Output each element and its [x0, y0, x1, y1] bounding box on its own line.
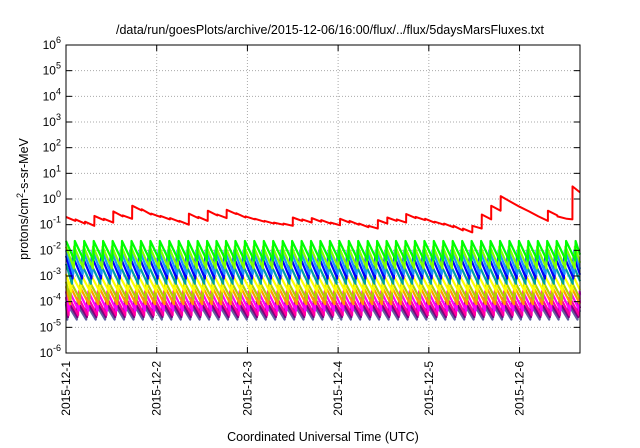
x-tick-label: 2015-12-1: [59, 361, 73, 416]
x-tick-label: 2015-12-5: [422, 361, 436, 416]
x-tick-label: 2015-12-3: [240, 361, 254, 416]
x-axis: 2015-12-1 2015-12-2 2015-12-3 2015-12-4 2015…: [59, 45, 527, 416]
y-tick-label: 105: [43, 61, 61, 78]
y-tick-label: 10-1: [40, 215, 61, 232]
series-line: [64, 239, 582, 262]
x-axis-label: Coordinated Universal Time (UTC): [227, 430, 419, 444]
series-line: [65, 185, 581, 234]
y-tick-label: 104: [43, 86, 61, 103]
y-tick-label: 103: [43, 112, 61, 129]
x-tick-label: 2015-12-4: [331, 361, 345, 416]
y-tick-label: 10-5: [40, 317, 61, 334]
y-axis-label: protons/cm2-s-sr-MeV: [15, 137, 31, 259]
y-tick-label: 10-6: [40, 343, 61, 360]
y-tick-label: 100: [43, 189, 61, 206]
y-tick-label: 106: [43, 35, 61, 52]
chart-title: /data/run/goesPlots/archive/2015-12-06/1…: [116, 23, 545, 37]
y-tick-label: 102: [43, 138, 61, 155]
y-tick-label: 10-4: [40, 292, 61, 309]
x-tick-label: 2015-12-6: [513, 361, 527, 416]
series-group: [64, 185, 582, 321]
grid: [66, 45, 580, 353]
y-tick-label: 10-3: [40, 266, 61, 283]
y-axis: 10-6 10-5 10-4 10-3 10-2 10-1 100 101 102 103 104 1…: [40, 35, 580, 360]
y-tick-label: 10-2: [40, 240, 61, 257]
x-tick-label: 2015-12-2: [150, 361, 164, 416]
y-tick-label: 101: [43, 163, 61, 180]
